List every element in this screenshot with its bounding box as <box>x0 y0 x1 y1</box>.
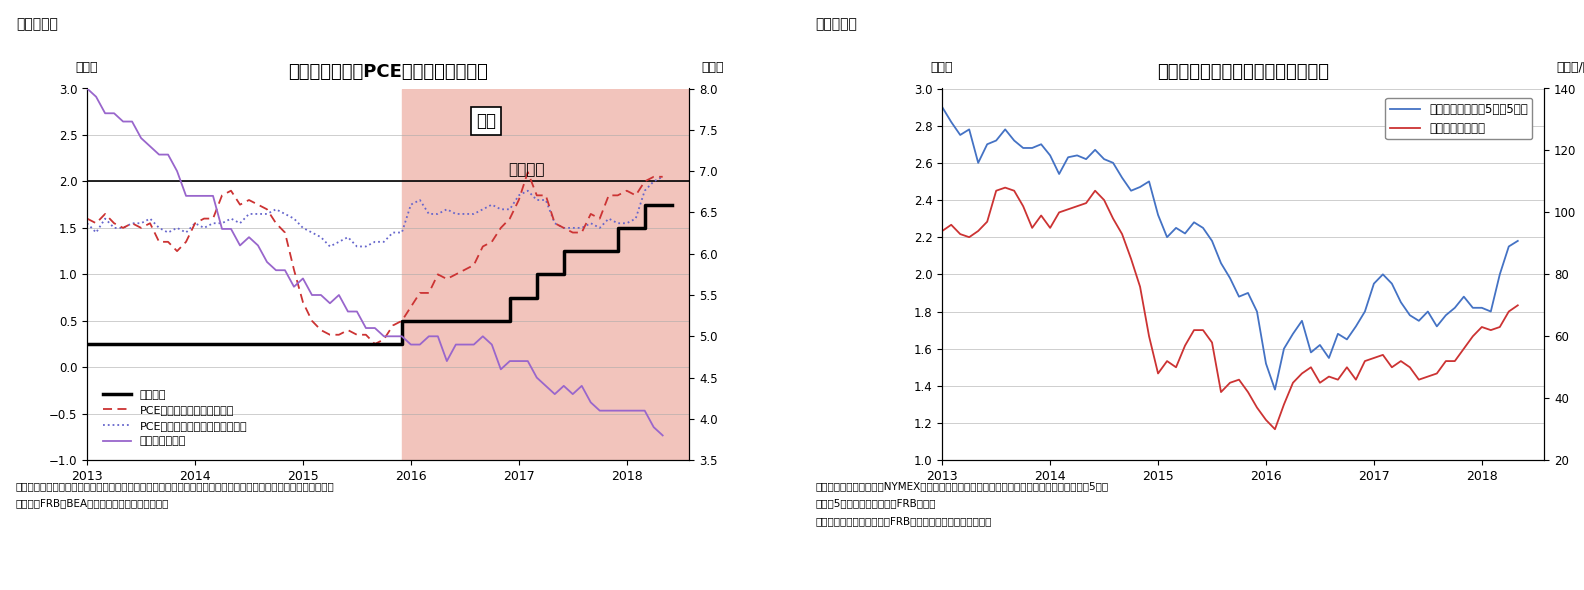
Line: 期待インフレ率（5年先5年）: 期待インフレ率（5年先5年） <box>942 107 1517 389</box>
期待インフレ率（5年先5年） <box>1437 312 1456 319</box>
Text: 引締: 引締 <box>477 112 496 130</box>
Text: （注）原油先物価格は、NYMEXの軽質スイート先物。期待インフレ率は金融市場が織り込む5年先: （注）原油先物価格は、NYMEXの軽質スイート先物。期待インフレ率は金融市場が織… <box>816 481 1109 491</box>
原油価格（右軸） <box>1266 426 1285 433</box>
Title: 政策金利およびPCE価格指数、失業率: 政策金利およびPCE価格指数、失業率 <box>288 63 488 81</box>
原油価格（右軸） <box>996 184 1015 191</box>
原油価格（右軸） <box>933 228 952 235</box>
Title: 原油先物価格および期待インフレ率: 原油先物価格および期待インフレ率 <box>1158 63 1329 81</box>
原油価格（右軸） <box>1112 231 1131 238</box>
期待インフレ率（5年先5年） <box>1229 293 1248 300</box>
原油価格（右軸） <box>1185 327 1204 334</box>
原油価格（右軸） <box>1445 358 1464 365</box>
Text: 物価目標: 物価目標 <box>508 162 545 177</box>
Text: （注）網掛けは金融引き締め期（政策金利を引き上げてから、引き下げるまでの期間）。政策金利はレンジの上限: （注）網掛けは金融引き締め期（政策金利を引き上げてから、引き下げるまでの期間）。… <box>16 481 334 491</box>
期待インフレ率（5年先5年） <box>933 104 952 111</box>
Bar <box>402 88 689 460</box>
Legend: 期待インフレ率（5年先5年）, 原油価格（右軸）: 期待インフレ率（5年先5年）, 原油価格（右軸） <box>1386 98 1532 139</box>
期待インフレ率（5年先5年） <box>1491 271 1510 278</box>
期待インフレ率（5年先5年） <box>1104 159 1123 166</box>
原油価格（右軸） <box>1508 302 1527 309</box>
期待インフレ率（5年先5年） <box>1068 152 1087 159</box>
期待インフレ率（5年先5年） <box>1175 230 1194 237</box>
Text: （資料）ブルームバーグ、FRBよりニッセイ基礎研究所作成: （資料）ブルームバーグ、FRBよりニッセイ基礎研究所作成 <box>816 516 992 526</box>
Legend: 政策金利, PCE価格指数（前年同月比）, PCEコア価格指数（前年同月比）, 失業率（右軸）: 政策金利, PCE価格指数（前年同月比）, PCEコア価格指数（前年同月比）, … <box>98 385 252 451</box>
Text: （図表４）: （図表４） <box>816 18 857 32</box>
Text: （％）: （％） <box>702 61 724 74</box>
Text: （ドル/バレル）: （ドル/バレル） <box>1557 61 1584 74</box>
Text: （％）: （％） <box>930 61 952 74</box>
期待インフレ率（5年先5年） <box>1266 386 1285 393</box>
Text: （％）: （％） <box>74 61 98 74</box>
Text: （図表３）: （図表３） <box>16 18 57 32</box>
原油価格（右軸） <box>1239 389 1258 396</box>
原油価格（右軸） <box>1077 199 1096 206</box>
Text: 5年後のインフレ率、FRBが試算: 5年後のインフレ率、FRBが試算 <box>816 499 936 509</box>
原油価格（右軸） <box>1491 323 1510 330</box>
Text: （資料）FRB、BEAよりニッセイ基礎研究所作成: （資料）FRB、BEAよりニッセイ基礎研究所作成 <box>16 499 169 509</box>
Line: 原油価格（右軸）: 原油価格（右軸） <box>942 188 1517 430</box>
期待インフレ率（5年先5年） <box>1508 237 1527 244</box>
